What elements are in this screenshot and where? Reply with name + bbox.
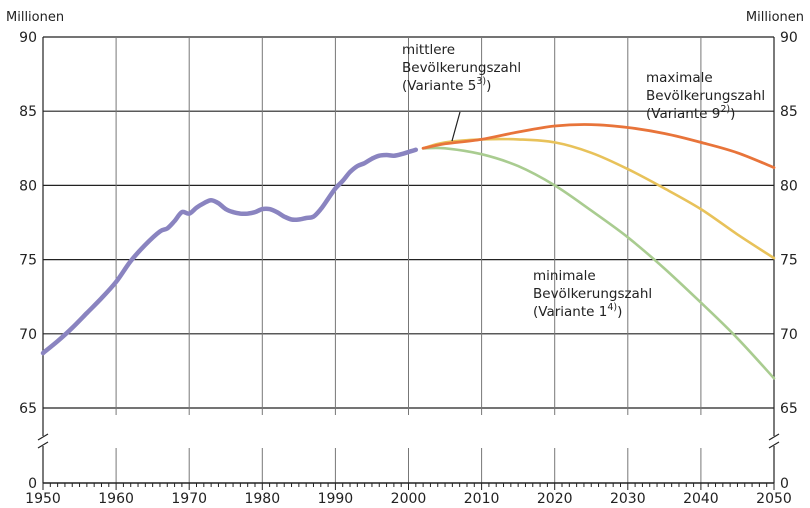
series-line-medium [421, 137, 776, 260]
x-tick-label-2000: 2000 [391, 491, 427, 507]
y-tick-label-left-85: 85 [19, 104, 37, 120]
x-tick-label-2050: 2050 [756, 491, 792, 507]
x-tick-label-1990: 1990 [318, 491, 354, 507]
annotation-maximum: maximale Bevölkerungszahl (Variante 92)) [646, 70, 765, 122]
series-line-maximum [421, 123, 776, 169]
axis-break-left-a [37, 433, 49, 441]
y-tick-label-right-80: 80 [780, 178, 798, 194]
y-tick-label-left-90: 90 [19, 30, 37, 46]
x-tick-label-2030: 2030 [610, 491, 646, 507]
grid [43, 36, 774, 483]
series [40, 123, 776, 380]
x-tick-label-1950: 1950 [25, 491, 61, 507]
y-tick-label-right-75: 75 [780, 253, 798, 269]
y-tick-label-left-65: 65 [19, 401, 37, 417]
series-line-historical [40, 147, 419, 356]
annotation-medium: mittlere Bevölkerungszahl (Variante 53)) [402, 42, 521, 94]
annotation-minimum: minimale Bevölkerungszahl (Variante 14)) [533, 268, 652, 320]
annotations: mittlere Bevölkerungszahl (Variante 53)) ma… [402, 42, 765, 320]
y-tick-label-right-90: 90 [780, 30, 798, 46]
y-tick-label-right-70: 70 [780, 327, 798, 343]
x-tick-label-1970: 1970 [171, 491, 207, 507]
series-line-minimum [421, 146, 776, 380]
annotation-leader-medium [451, 111, 461, 142]
axis-break-right-a [768, 433, 780, 441]
axes: 1950 1960 1970 1980 1990 2000 2010 2020 2030 2040… [19, 30, 798, 507]
y-axis-label-right: Millionen [746, 10, 804, 25]
y-tick-label-left-0: 0 [28, 476, 37, 492]
x-tick-label-1980: 1980 [244, 491, 280, 507]
x-tick-label-2040: 2040 [683, 491, 719, 507]
y-axis-label-left: Millionen [6, 10, 64, 25]
axis-break-right-b [768, 441, 780, 449]
x-tick-label-2010: 2010 [464, 491, 500, 507]
y-tick-label-right-0: 0 [780, 476, 789, 492]
y-tick-label-left-75: 75 [19, 253, 37, 269]
x-tick-label-1960: 1960 [98, 491, 134, 507]
y-tick-label-right-85: 85 [780, 104, 798, 120]
y-tick-label-right-65: 65 [780, 401, 798, 417]
y-tick-label-left-70: 70 [19, 327, 37, 343]
x-tick-label-2020: 2020 [537, 491, 573, 507]
y-tick-label-left-80: 80 [19, 178, 37, 194]
axis-break-left-b [37, 441, 49, 449]
